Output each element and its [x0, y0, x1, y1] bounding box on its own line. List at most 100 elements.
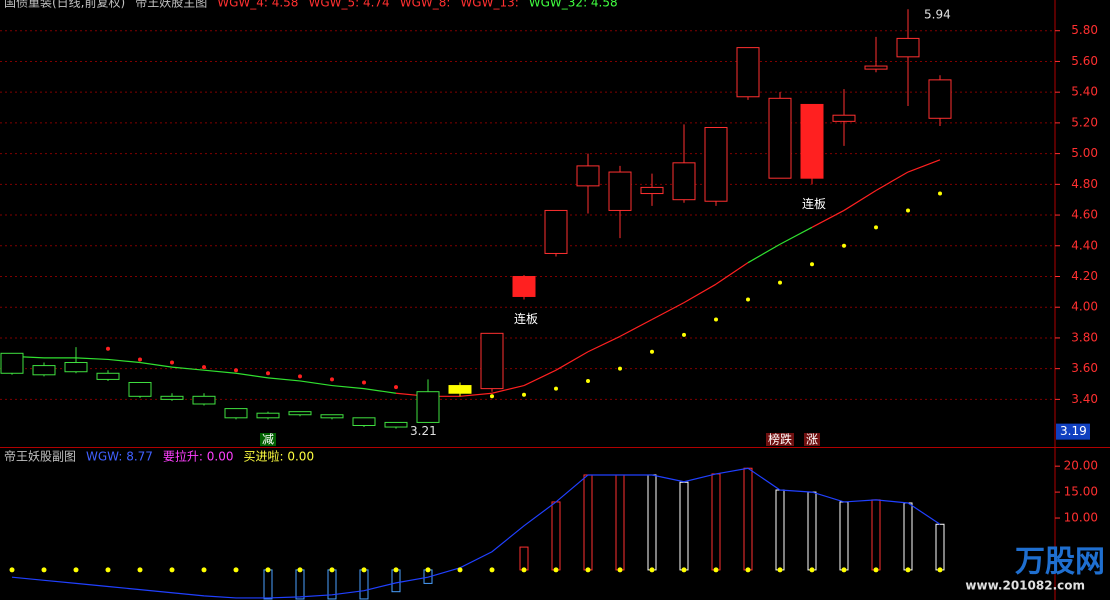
candle-body — [864, 65, 888, 70]
bar — [871, 499, 881, 571]
bar — [743, 467, 753, 571]
ma-segment — [491, 384, 525, 394]
signal-dot — [297, 567, 303, 573]
signal-dot — [201, 567, 207, 573]
signal-dot — [137, 567, 143, 573]
bar — [615, 474, 625, 571]
signal-dot — [553, 567, 559, 573]
header-text: 帝王妖股主图 — [135, 0, 207, 10]
annotation-box — [765, 433, 795, 446]
ma-segment — [171, 366, 205, 371]
annotation: 3.21 — [410, 424, 437, 438]
y-tick-label: 5.40 — [1071, 85, 1098, 99]
candle-body — [480, 332, 504, 390]
ma-segment — [587, 335, 621, 353]
annotation: 连板 — [514, 311, 538, 326]
signal-dot — [73, 567, 79, 573]
bar — [519, 546, 529, 571]
signal-dot — [9, 567, 15, 573]
candle-body — [288, 411, 312, 416]
signal-dot — [809, 567, 815, 573]
header-text: 国债重装(日线,前复权) — [4, 0, 125, 10]
y-tick-label: 5.20 — [1071, 115, 1098, 129]
ma-segment — [331, 384, 365, 390]
candle-body — [608, 171, 632, 211]
signal-dot — [937, 567, 943, 573]
bar — [839, 501, 849, 571]
signal-dot — [138, 357, 142, 362]
signal-dot — [841, 567, 847, 573]
signal-dot — [170, 360, 174, 365]
bar — [583, 474, 593, 571]
annotation: 涨 — [806, 432, 818, 447]
candle-body — [672, 162, 696, 201]
signal-dot — [617, 567, 623, 573]
signal-dot — [586, 378, 590, 383]
signal-dot — [234, 368, 238, 373]
header-text: 买进啦: 0.00 — [244, 449, 315, 464]
candle-body — [64, 362, 88, 373]
y-tick-label: 15.00 — [1064, 485, 1098, 499]
ma-segment — [811, 209, 845, 228]
y-tick-label: 4.40 — [1071, 238, 1098, 252]
last-price-box — [1056, 423, 1090, 440]
y-tick-label: 4.60 — [1071, 208, 1098, 222]
candle-body — [384, 421, 408, 428]
candle-body — [352, 417, 376, 426]
candle-body — [512, 275, 536, 297]
bar — [647, 474, 657, 571]
bar — [295, 569, 305, 600]
candle-body — [448, 385, 472, 394]
ma-segment — [523, 369, 557, 387]
y-tick-label: 4.20 — [1071, 269, 1098, 283]
y-tick-label: 3.40 — [1071, 392, 1098, 406]
signal-dot — [265, 567, 271, 573]
y-tick-label: 4.80 — [1071, 177, 1098, 191]
bar — [807, 491, 817, 571]
bar — [935, 523, 945, 571]
signal-dot — [106, 346, 110, 351]
header-text: 帝王妖股副图 — [4, 449, 76, 464]
header-text: 要拉升: 0.00 — [163, 449, 234, 464]
watermark-url: www.201082.com — [965, 579, 1085, 593]
header-text: WGW_4: 4.58 — [217, 0, 298, 10]
candle-body — [736, 47, 760, 98]
header-text: WGW_5: 4.74 — [308, 0, 389, 10]
signal-dot — [713, 567, 719, 573]
signal-dot — [649, 567, 655, 573]
y-tick-label: 5.00 — [1071, 146, 1098, 160]
signal-dot — [298, 374, 302, 379]
bar — [359, 569, 369, 600]
candle-body — [928, 79, 952, 119]
bar — [775, 489, 785, 571]
signal-dot — [906, 208, 910, 213]
candle-body — [0, 352, 24, 374]
ma-segment — [107, 358, 141, 364]
ma-segment — [683, 283, 717, 304]
signal-dot — [746, 297, 750, 302]
annotation: 减 — [262, 433, 274, 447]
ma-segment — [299, 380, 333, 387]
signal-dot — [618, 366, 622, 371]
header-text: WGW_8: — [400, 0, 451, 10]
ma-segment — [267, 377, 301, 382]
candle-body — [320, 414, 344, 419]
y-tick-label: 20.00 — [1064, 459, 1098, 473]
signal-dot — [393, 567, 399, 573]
y-tick-label: 10.00 — [1064, 511, 1098, 525]
ma-segment — [555, 351, 589, 371]
signal-dot — [810, 262, 814, 267]
ma-segment — [363, 388, 397, 394]
bar — [263, 569, 273, 600]
signal-dot — [842, 243, 846, 248]
y-tick-label: 4.00 — [1071, 300, 1098, 314]
annotation-box — [259, 433, 277, 446]
bar — [391, 569, 401, 593]
signal-dot — [490, 394, 494, 399]
ma-segment — [715, 262, 749, 285]
signal-dot — [457, 567, 463, 573]
signal-dot — [778, 280, 782, 285]
signal-dot — [233, 567, 239, 573]
header-text: WGW_32: 4.58 — [529, 0, 618, 10]
